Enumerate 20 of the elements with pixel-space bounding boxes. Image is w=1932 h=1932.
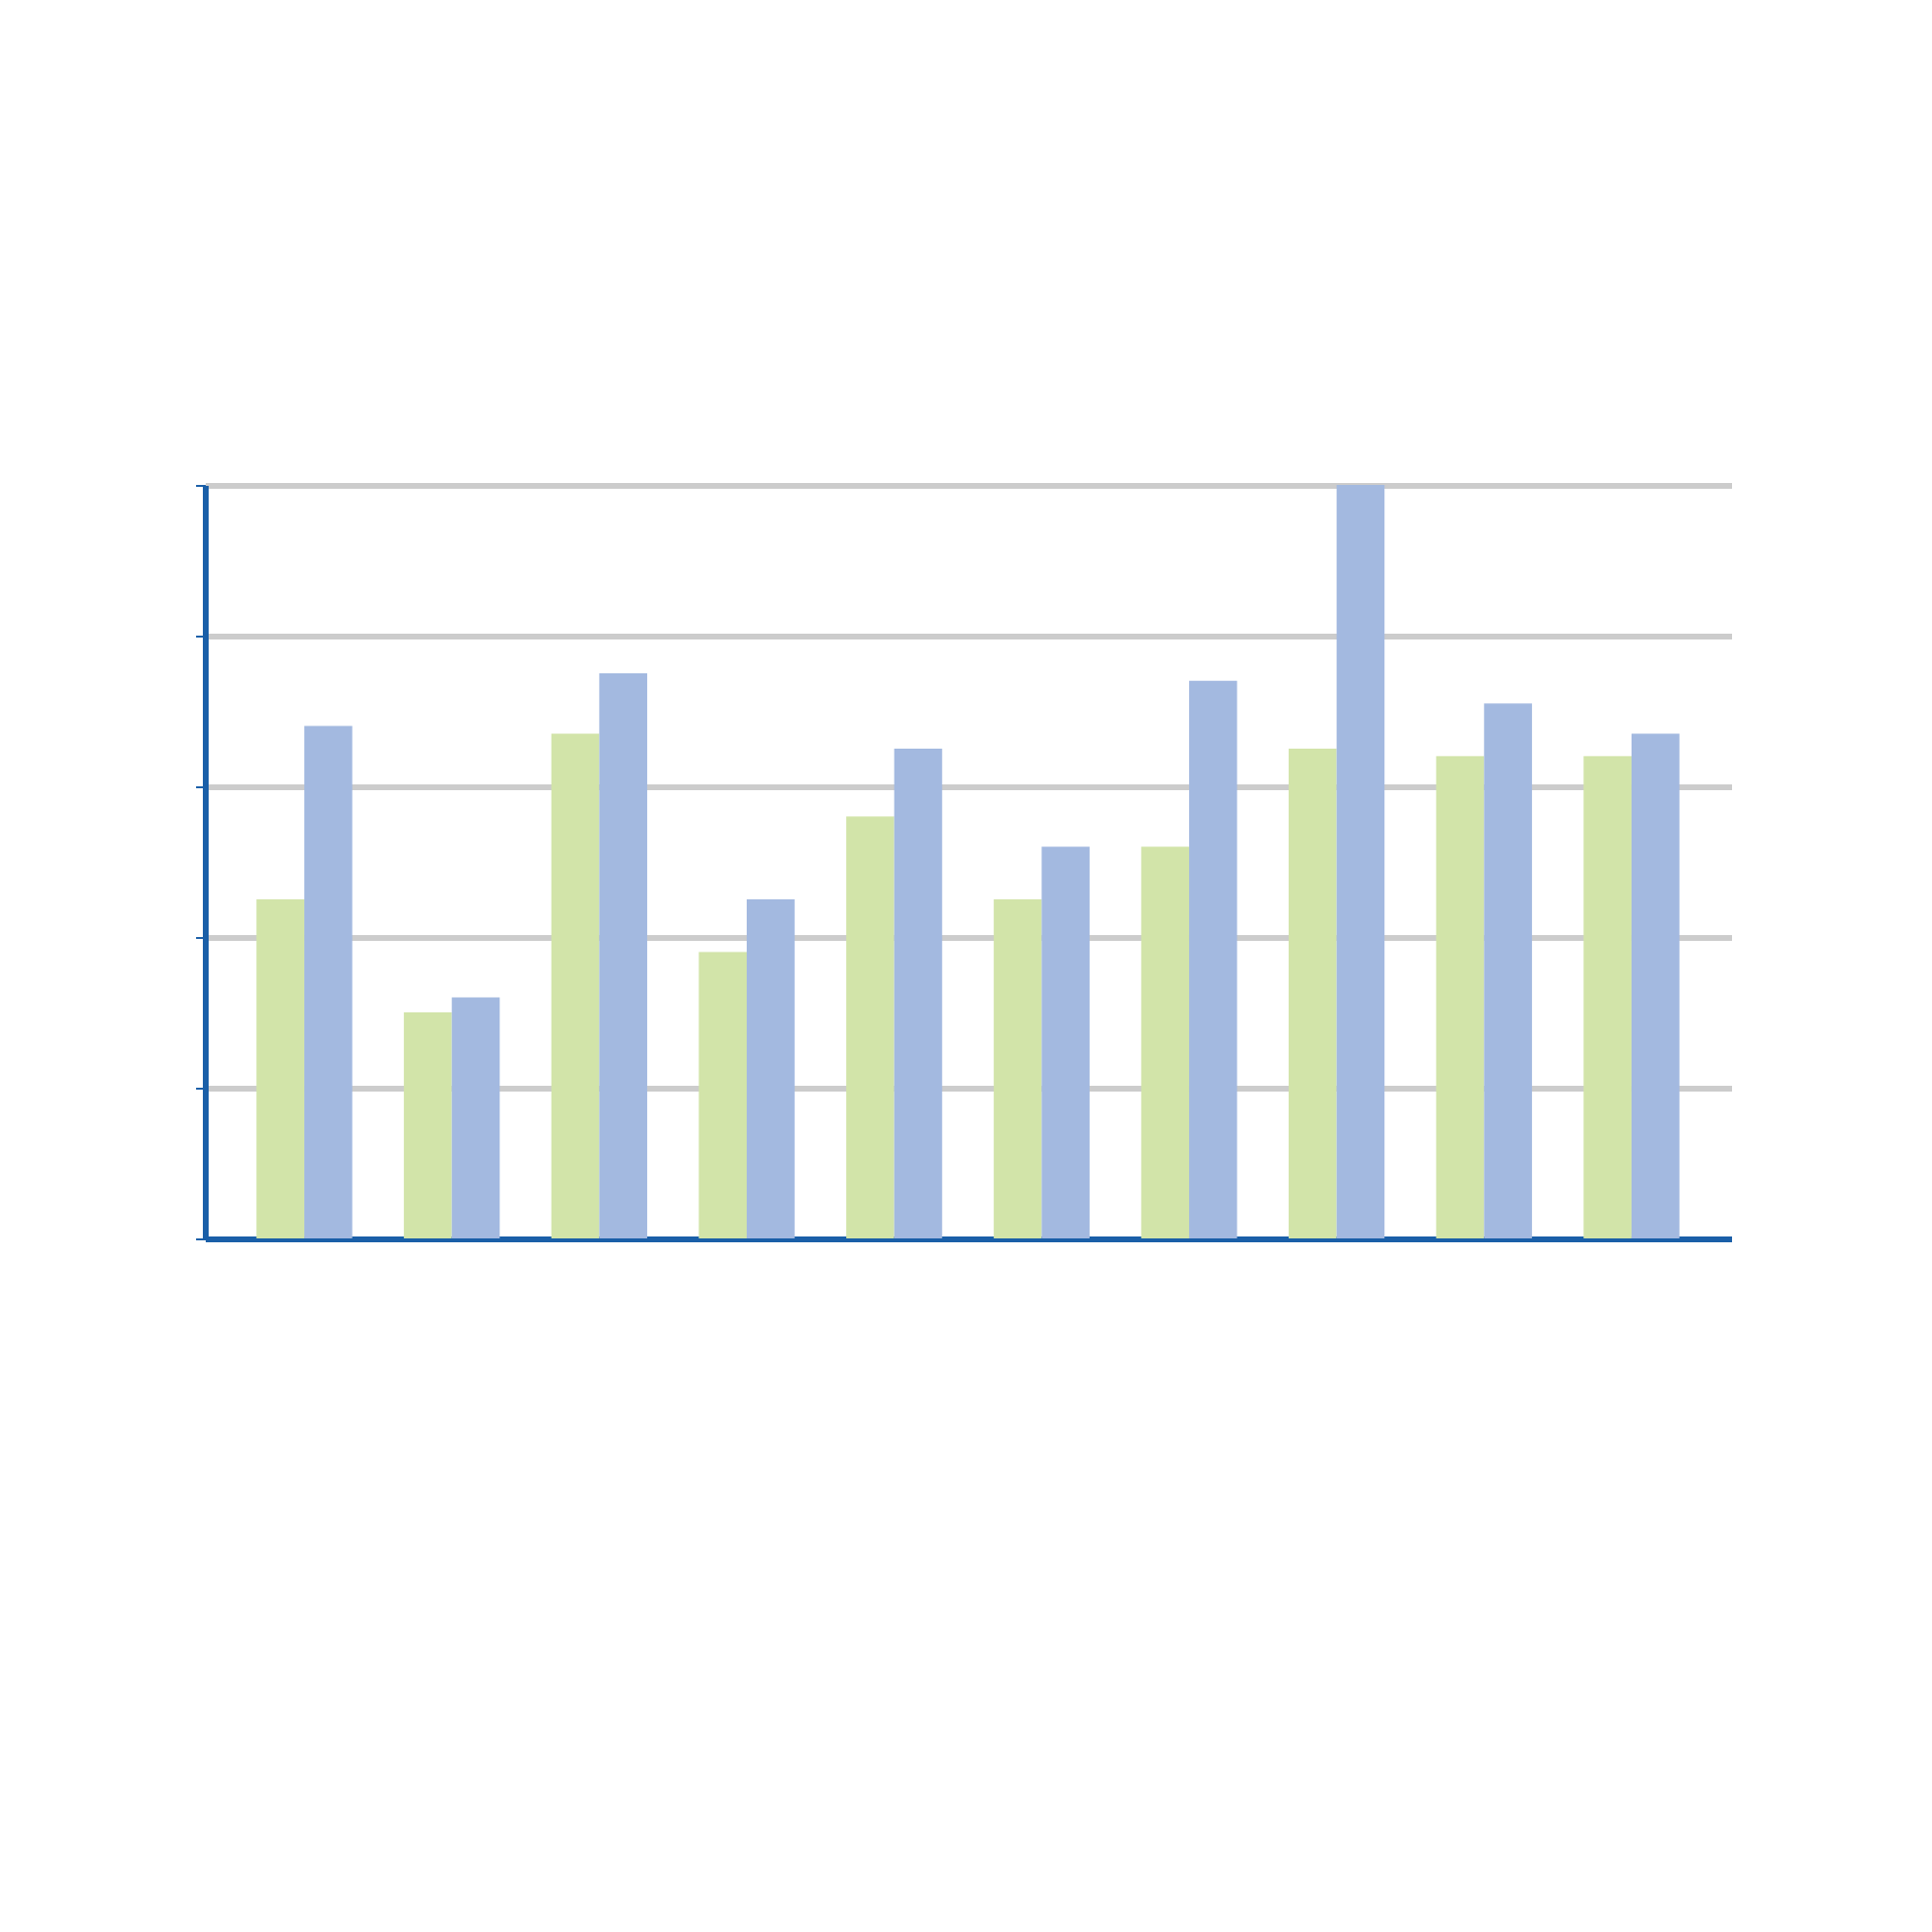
bar: [747, 899, 795, 1238]
bar: [304, 725, 353, 1238]
bar: [451, 997, 500, 1238]
bar: [1188, 680, 1237, 1238]
bar: [894, 749, 943, 1238]
bar: [1631, 733, 1680, 1238]
bar: [599, 673, 647, 1238]
bar: [256, 899, 305, 1238]
bar: [1336, 485, 1385, 1238]
bar: [1289, 749, 1337, 1238]
bar: [1484, 703, 1532, 1238]
bar: [846, 816, 895, 1238]
bar: [698, 952, 748, 1238]
bar: [404, 1012, 452, 1238]
bar: [993, 899, 1042, 1238]
bar: [1141, 846, 1189, 1238]
bar: [551, 733, 600, 1238]
bar: [1583, 755, 1632, 1238]
bar: [1435, 755, 1485, 1238]
bar: [1041, 846, 1090, 1238]
